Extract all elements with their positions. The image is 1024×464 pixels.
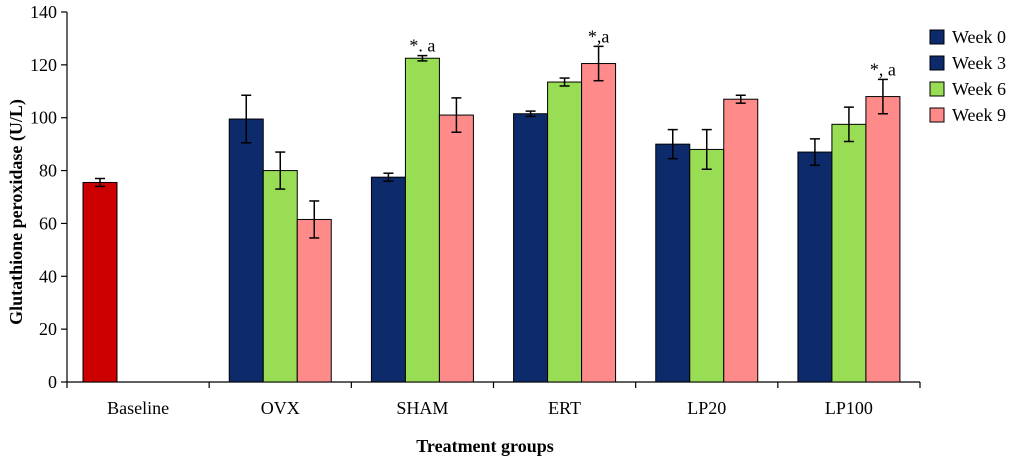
legend-label: Week 3 (952, 53, 1006, 73)
legend-label: Week 6 (952, 79, 1006, 99)
bar (228, 118, 264, 383)
x-category-label: LP100 (825, 398, 873, 418)
legend-swatch (929, 81, 945, 97)
bar (82, 181, 118, 383)
x-axis-title: Treatment groups (416, 436, 554, 456)
bars (82, 57, 901, 383)
error-bars (95, 45, 888, 239)
significance-annotation: *. a (409, 36, 435, 56)
legend-label: Week 0 (952, 27, 1006, 47)
x-category-label: Baseline (107, 398, 169, 418)
bar (513, 113, 549, 383)
bar (370, 176, 406, 383)
legend-label: Week 9 (952, 105, 1006, 125)
y-tick-label: 0 (48, 372, 57, 392)
bar (865, 96, 901, 383)
y-tick-label: 40 (39, 266, 57, 286)
y-tick-label: 120 (30, 55, 57, 75)
y-axis: 0 20 40 60 80 100 120 140 (30, 2, 68, 392)
bar (723, 98, 759, 383)
x-category-label: ERT (548, 398, 581, 418)
y-tick-label: 140 (30, 2, 57, 22)
legend-swatch (929, 107, 945, 123)
bar (581, 63, 617, 383)
y-tick-label: 60 (39, 213, 57, 233)
bar (404, 57, 440, 383)
bar (689, 148, 725, 383)
bar (296, 218, 332, 383)
legend-swatch (929, 29, 945, 45)
bar (547, 81, 583, 383)
bar (655, 143, 691, 383)
y-tick-label: 100 (30, 108, 57, 128)
significance-annotation: *, a (870, 59, 896, 79)
x-category-label: SHAM (396, 398, 448, 418)
y-axis-title: Glutathione peroxidase (U/L) (6, 99, 27, 325)
x-category-label: OVX (261, 398, 300, 418)
legend: Week 0 Week 3 Week 6 Week 9 (929, 27, 1006, 125)
x-category-label: LP20 (687, 398, 726, 418)
y-tick-label: 80 (39, 161, 57, 181)
bar (438, 114, 474, 383)
significance-annotation: *,a (588, 26, 610, 46)
x-axis: Baseline OVX SHAM ERT LP20 LP100 (66, 381, 921, 418)
y-tick-label: 20 (39, 319, 57, 339)
bar (831, 123, 867, 383)
bar (262, 170, 298, 383)
legend-swatch (929, 55, 945, 71)
annotations: *. a *,a *, a (409, 26, 896, 79)
bar (797, 151, 833, 383)
